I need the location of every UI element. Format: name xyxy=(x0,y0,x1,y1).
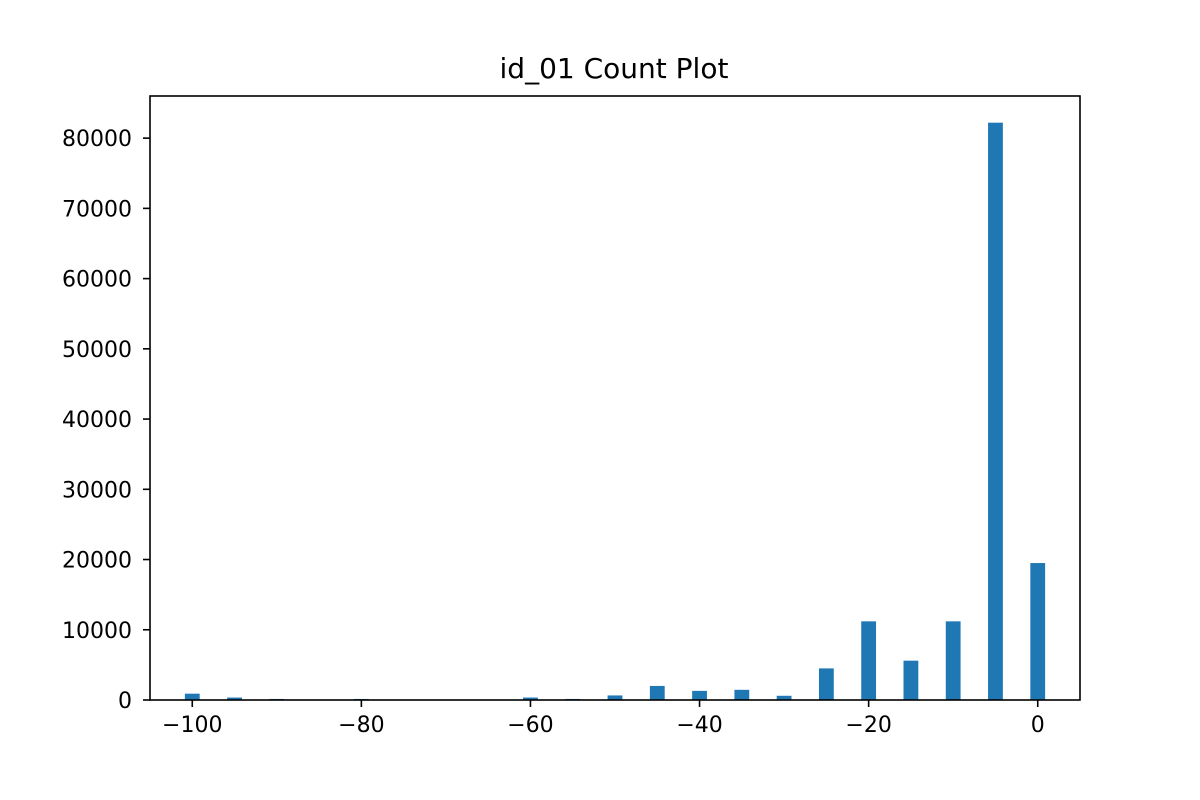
bar-8 xyxy=(692,690,707,700)
y-tick-label: 10000 xyxy=(62,619,132,644)
y-tick-label: 70000 xyxy=(62,197,132,222)
chart-title: id_01 Count Plot xyxy=(500,52,729,85)
bars-group xyxy=(184,122,1046,700)
bar-6 xyxy=(607,695,623,700)
y-tick-label: 40000 xyxy=(62,408,132,433)
bar-16 xyxy=(1030,563,1046,700)
x-tick-label: −60 xyxy=(507,713,553,738)
bar-7 xyxy=(649,685,665,700)
x-tick-label: 0 xyxy=(1031,713,1045,738)
x-tick-label: −40 xyxy=(676,713,722,738)
y-axis-ticks: 0 10000 20000 30000 40000 50000 60000 70000 8000… xyxy=(62,127,150,714)
bar-11 xyxy=(818,668,834,700)
y-tick-label: 20000 xyxy=(62,549,132,574)
bar-12 xyxy=(861,621,877,700)
y-tick-label: 50000 xyxy=(62,338,132,363)
x-tick-label: −80 xyxy=(338,713,384,738)
y-tick-label: 0 xyxy=(118,689,132,714)
bar-13 xyxy=(903,660,919,700)
x-tick-label: −100 xyxy=(162,713,222,738)
y-tick-label: 30000 xyxy=(62,478,132,503)
bar-4 xyxy=(523,697,538,700)
x-axis-ticks: −100 −80 −60 −40 −20 0 xyxy=(162,700,1045,738)
bar-14 xyxy=(945,621,961,700)
plot-frame xyxy=(149,95,1081,701)
bar-15 xyxy=(988,122,1003,700)
bar-1 xyxy=(227,697,242,700)
x-tick-label: −20 xyxy=(845,713,891,738)
y-tick-label: 60000 xyxy=(62,268,132,293)
bar-9 xyxy=(734,689,750,700)
bar-0 xyxy=(184,693,200,700)
y-tick-label: 80000 xyxy=(62,127,132,152)
bar-10 xyxy=(776,695,792,700)
